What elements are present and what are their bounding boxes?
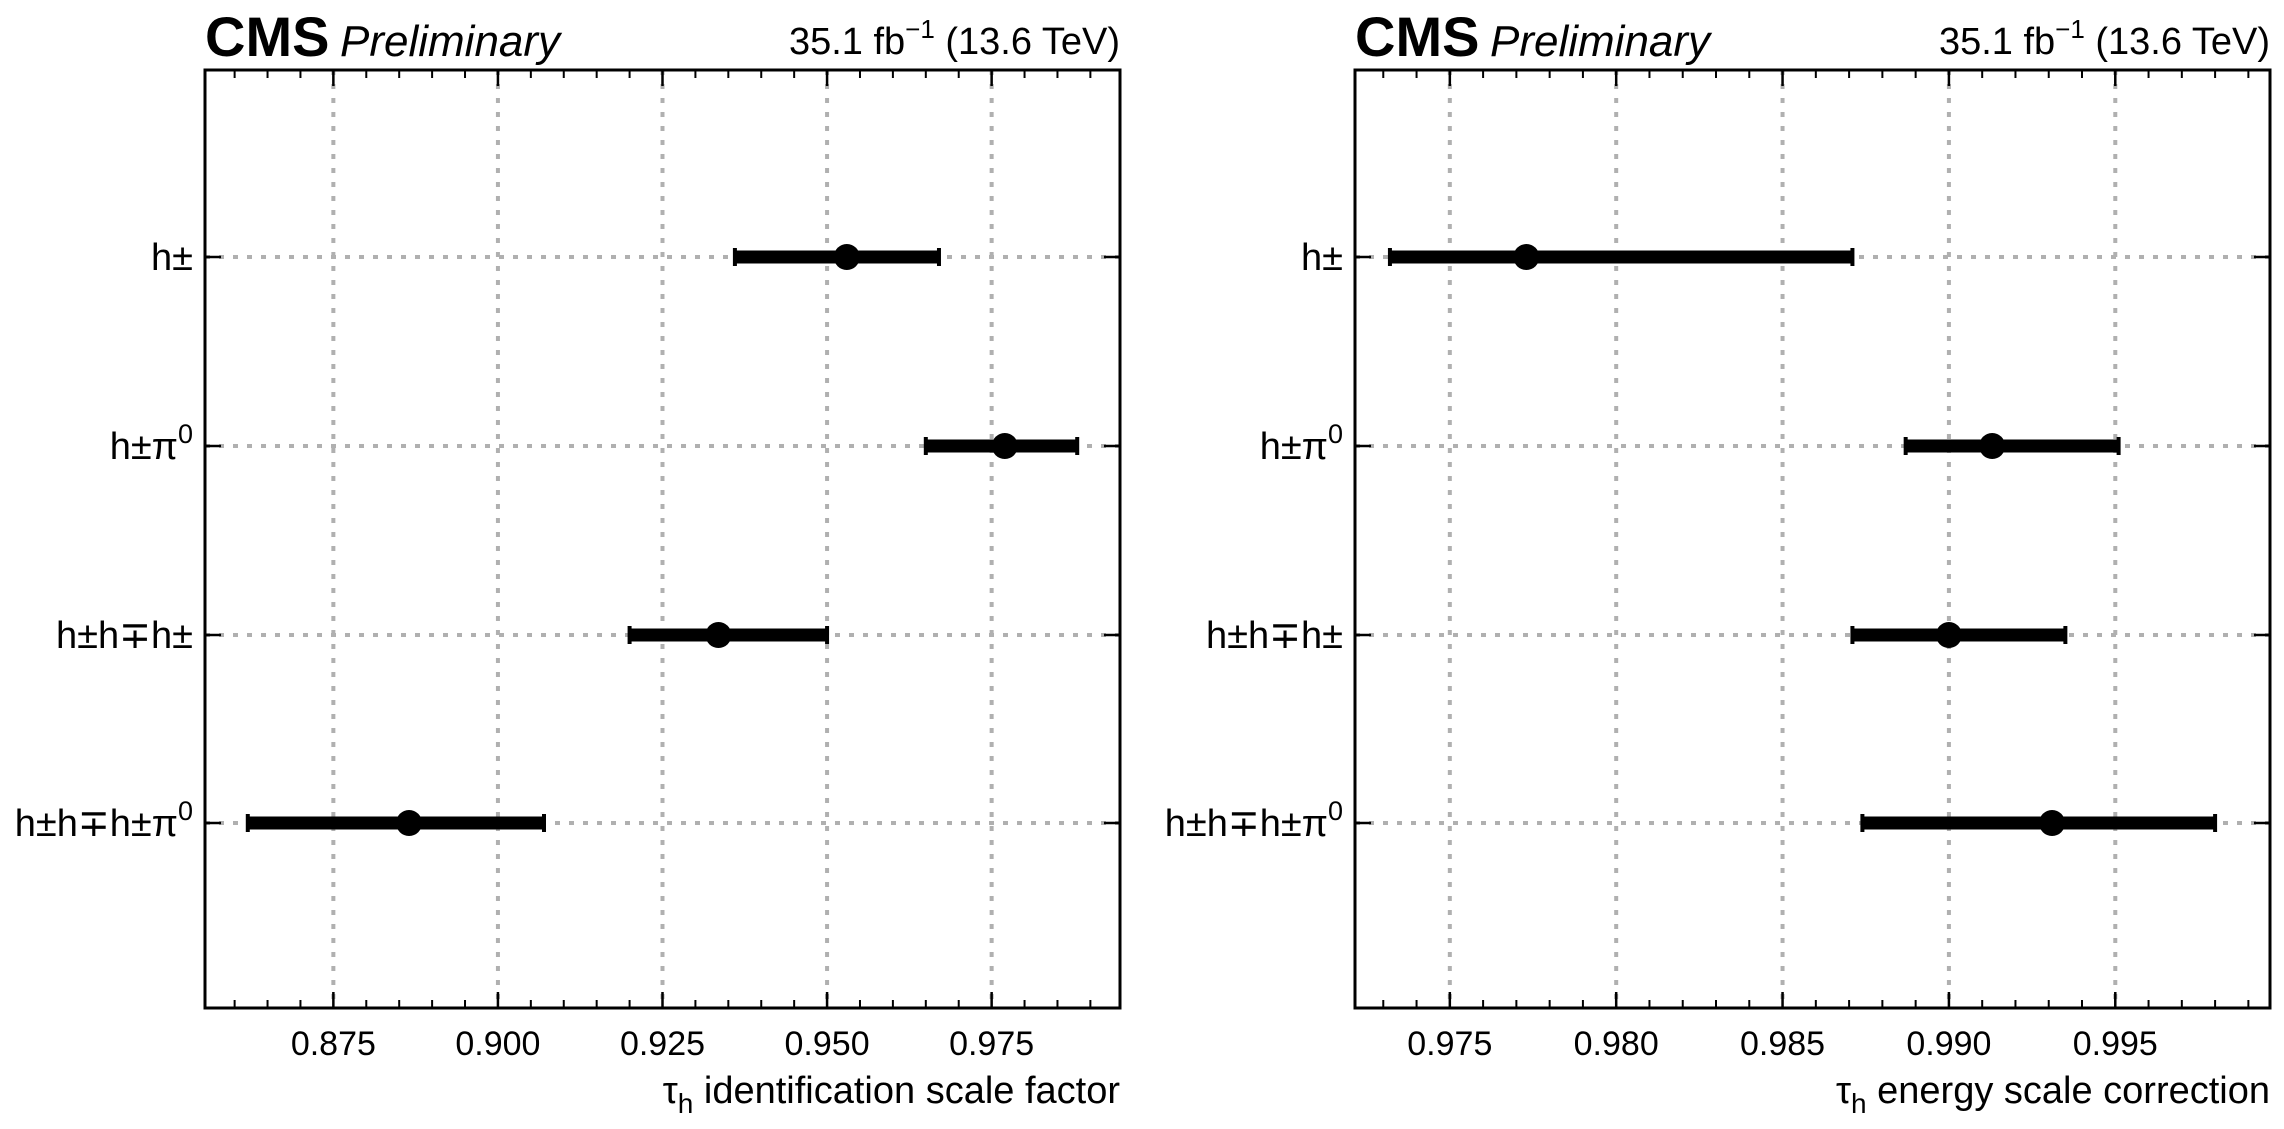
category-label-superscript: 0 bbox=[1328, 419, 1343, 449]
category-label-base: h±h∓h±π bbox=[15, 803, 178, 845]
category-label-base: h±π bbox=[110, 426, 178, 468]
x-tick-label: 0.990 bbox=[1906, 1025, 1991, 1063]
x-axis-label-subscript: h bbox=[678, 1088, 694, 1119]
panel-energy-scale: CMS Preliminary 35.1 fb−1 (13.6 TeV) 0.9… bbox=[1165, 5, 2272, 1119]
x-tick-labels: 0.875 0.900 0.925 0.950 0.975 bbox=[291, 1025, 1034, 1063]
category-label-superscript: 0 bbox=[1328, 796, 1343, 826]
category-labels: h±h±π0h±h∓h±h±h∓h±π0 bbox=[15, 237, 193, 845]
x-tick-label: 0.950 bbox=[785, 1025, 870, 1063]
data-point bbox=[705, 622, 732, 648]
category-label-base: h±h∓h±π bbox=[1165, 803, 1328, 845]
error-bars bbox=[245, 244, 1080, 836]
category-label-base: h± bbox=[151, 237, 193, 279]
x-tick-label: 0.975 bbox=[1407, 1025, 1492, 1063]
lumi-exponent: −1 bbox=[905, 14, 935, 44]
x-axis-label: τh identification scale factor bbox=[663, 1070, 1121, 1119]
category-labels: h±h±π0h±h∓h±h±h∓h±π0 bbox=[1165, 237, 1343, 845]
x-tick-label: 0.995 bbox=[2073, 1025, 2158, 1063]
category-label: h± bbox=[1301, 237, 1343, 279]
status-label: Preliminary bbox=[340, 17, 563, 66]
data-point bbox=[991, 433, 1018, 459]
lumi-exponent: −1 bbox=[2055, 14, 2085, 44]
x-axis-label-subscript: h bbox=[1851, 1088, 1867, 1119]
panel-id-scale-factor: CMS Preliminary 35.1 fb−1 (13.6 TeV) 0.8… bbox=[15, 5, 1122, 1119]
category-label-base: h±h∓h± bbox=[56, 615, 193, 657]
data-point bbox=[396, 810, 423, 836]
x-tick-label: 0.975 bbox=[949, 1025, 1034, 1063]
data-point bbox=[1935, 622, 1962, 648]
plot-frame bbox=[1353, 68, 2272, 1010]
category-label-superscript: 0 bbox=[178, 419, 193, 449]
x-tick-labels: 0.975 0.980 0.985 0.990 0.995 bbox=[1407, 1025, 2158, 1063]
data-point bbox=[1513, 244, 1540, 270]
lumi-suffix: (13.6 TeV) bbox=[2085, 21, 2270, 63]
category-label-base: h± bbox=[1301, 237, 1343, 279]
category-label: h±h∓h± bbox=[56, 615, 193, 657]
data-point bbox=[833, 244, 860, 270]
category-label: h±h∓h±π0 bbox=[1165, 796, 1343, 845]
status-label: Preliminary bbox=[1490, 17, 1713, 66]
grid-lines bbox=[205, 70, 1120, 1008]
category-label: h± bbox=[151, 237, 193, 279]
x-axis-label-symbol: τ bbox=[1836, 1070, 1851, 1112]
category-label: h±π0 bbox=[110, 419, 193, 468]
x-tick-label: 0.925 bbox=[620, 1025, 705, 1063]
grid-lines bbox=[1355, 70, 2270, 1008]
x-axis-label-text: identification scale factor bbox=[693, 1070, 1120, 1112]
data-point bbox=[2039, 810, 2066, 836]
axis-ticks bbox=[1355, 70, 2270, 1008]
category-label: h±h∓h± bbox=[1206, 615, 1343, 657]
x-tick-label: 0.900 bbox=[455, 1025, 540, 1063]
category-label-superscript: 0 bbox=[178, 796, 193, 826]
x-axis-label: τh energy scale correction bbox=[1836, 1070, 2270, 1119]
x-tick-label: 0.875 bbox=[291, 1025, 376, 1063]
category-label-base: h±π bbox=[1260, 426, 1328, 468]
data-point bbox=[1979, 433, 2006, 459]
lumi-suffix: (13.6 TeV) bbox=[935, 21, 1120, 63]
lumi-prefix: 35.1 fb bbox=[789, 21, 905, 63]
x-axis-label-text: energy scale correction bbox=[1867, 1070, 2270, 1112]
plot-frame bbox=[203, 68, 1122, 1010]
experiment-label: CMS bbox=[205, 5, 329, 68]
experiment-label: CMS bbox=[1355, 5, 1479, 68]
category-label-base: h±h∓h± bbox=[1206, 615, 1343, 657]
category-label: h±π0 bbox=[1260, 419, 1343, 468]
error-bars bbox=[1387, 244, 2218, 836]
lumi-label: 35.1 fb−1 (13.6 TeV) bbox=[789, 14, 1120, 63]
lumi-prefix: 35.1 fb bbox=[1939, 21, 2055, 63]
x-tick-label: 0.980 bbox=[1574, 1025, 1659, 1063]
x-tick-label: 0.985 bbox=[1740, 1025, 1825, 1063]
lumi-label: 35.1 fb−1 (13.6 TeV) bbox=[1939, 14, 2270, 63]
category-label: h±h∓h±π0 bbox=[15, 796, 193, 845]
x-axis-label-symbol: τ bbox=[663, 1070, 678, 1112]
